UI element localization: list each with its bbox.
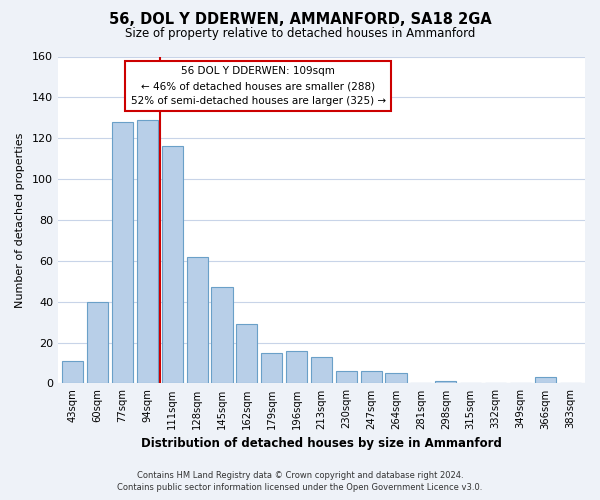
- Bar: [361, 371, 382, 384]
- Bar: [62, 361, 83, 384]
- Text: Size of property relative to detached houses in Ammanford: Size of property relative to detached ho…: [125, 28, 475, 40]
- Text: Contains HM Land Registry data © Crown copyright and database right 2024.
Contai: Contains HM Land Registry data © Crown c…: [118, 471, 482, 492]
- Bar: [336, 371, 357, 384]
- Bar: [87, 302, 108, 384]
- Bar: [162, 146, 183, 384]
- Bar: [286, 350, 307, 384]
- Text: 56, DOL Y DDERWEN, AMMANFORD, SA18 2GA: 56, DOL Y DDERWEN, AMMANFORD, SA18 2GA: [109, 12, 491, 28]
- X-axis label: Distribution of detached houses by size in Ammanford: Distribution of detached houses by size …: [141, 437, 502, 450]
- Bar: [112, 122, 133, 384]
- Bar: [211, 288, 233, 384]
- Bar: [137, 120, 158, 384]
- Bar: [236, 324, 257, 384]
- Text: 56 DOL Y DDERWEN: 109sqm
← 46% of detached houses are smaller (288)
52% of semi-: 56 DOL Y DDERWEN: 109sqm ← 46% of detach…: [131, 66, 386, 106]
- Bar: [261, 353, 283, 384]
- Bar: [385, 373, 407, 384]
- Y-axis label: Number of detached properties: Number of detached properties: [15, 132, 25, 308]
- Bar: [187, 256, 208, 384]
- Bar: [311, 357, 332, 384]
- Bar: [535, 378, 556, 384]
- Bar: [435, 382, 457, 384]
